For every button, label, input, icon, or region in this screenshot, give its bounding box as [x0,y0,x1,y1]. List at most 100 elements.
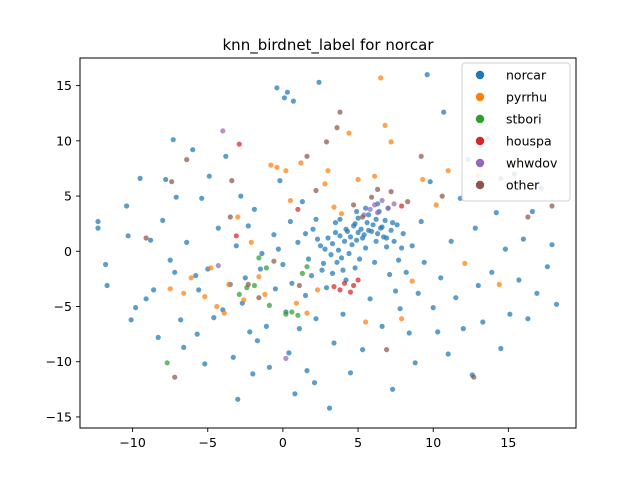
point-norcar-97 [352,265,358,271]
point-norcar-7 [133,305,139,311]
point-houspa-4 [341,280,348,286]
point-norcar-35 [230,354,236,360]
point-norcar-57 [284,89,290,95]
point-stbori-10 [299,270,305,276]
point-norcar-53 [277,178,283,184]
point-norcar-128 [399,245,405,251]
point-norcar-63 [295,239,301,245]
point-norcar-162 [525,316,531,322]
point-norcar-109 [370,222,376,228]
point-pyrrhu-6 [221,310,227,316]
point-other-21 [439,193,445,199]
point-norcar-126 [396,257,402,263]
point-pyrrhu-22 [338,211,345,217]
point-pyrrhu-9 [241,297,247,303]
point-norcar-2 [103,261,109,268]
point-other-15 [369,194,375,200]
point-norcar-156 [498,345,504,352]
point-norcar-33 [223,153,229,159]
point-pyrrhu-11 [256,274,262,280]
y-tick-label-5: 10 [56,133,72,148]
point-stbori-4 [256,255,262,261]
point-norcar-70 [310,226,316,232]
x-tick-label-1: −5 [199,435,217,450]
x-axis: −10 −5 0 5 10 15 [119,428,516,450]
x-tick-label-4: 10 [425,435,441,450]
point-other-19 [405,199,411,205]
point-other-26 [334,125,340,131]
point-pyrrhu-37 [382,122,388,128]
point-norcar-43 [250,371,256,377]
y-axis: −15 −10 −5 0 5 10 15 [46,78,80,424]
point-pyrrhu-15 [283,168,289,174]
point-houspa-0 [236,141,242,147]
legend-marker-norcar [475,70,485,80]
point-norcar-142 [441,109,447,115]
point-norcar-154 [489,269,495,275]
point-whwdov-0 [220,128,226,134]
point-norcar-101 [358,226,364,232]
point-norcar-134 [415,290,421,296]
point-pyrrhu-29 [399,316,405,322]
point-norcar-15 [167,257,173,263]
point-pyrrhu-18 [304,310,310,316]
legend-label-other: other [506,178,540,193]
point-pyrrhu-16 [287,197,293,204]
point-norcar-72 [313,316,319,322]
point-norcar-112 [375,231,381,237]
point-norcar-19 [178,317,184,323]
point-pyrrhu-20 [322,181,328,187]
point-whwdov-7 [379,197,385,204]
point-norcar-50 [271,232,277,238]
point-norcar-61 [290,98,296,104]
point-norcar-115 [379,323,385,329]
point-norcar-111 [373,216,379,222]
point-houspa-5 [347,289,354,295]
point-norcar-181 [363,205,369,211]
point-norcar-171 [352,221,358,227]
point-norcar-161 [520,236,527,242]
y-tick-label-1: −10 [46,354,72,369]
point-norcar-73 [314,236,321,242]
point-pyrrhu-19 [314,287,321,293]
point-norcar-47 [259,250,265,257]
point-other-25 [549,203,555,209]
point-whwdov-1 [215,263,221,269]
point-norcar-106 [366,212,372,218]
point-norcar-124 [393,288,399,294]
point-norcar-79 [325,235,331,241]
point-norcar-86 [335,247,342,253]
point-norcar-145 [453,295,459,301]
point-norcar-55 [281,95,287,101]
point-norcar-118 [384,244,390,250]
point-whwdov-6 [375,210,381,216]
point-norcar-172 [360,235,366,241]
point-pyrrhu-17 [298,160,304,166]
point-stbori-7 [283,311,289,317]
point-norcar-90 [341,238,348,244]
point-norcar-84 [332,220,339,226]
point-norcar-82 [329,241,336,247]
point-norcar-129 [400,231,406,237]
point-norcar-18 [173,194,179,200]
point-norcar-150 [472,225,478,231]
point-norcar-144 [448,238,454,244]
point-norcar-9 [143,296,149,302]
point-norcar-157 [502,246,508,252]
point-other-6 [256,295,262,301]
point-norcar-21 [184,239,190,245]
point-norcar-85 [334,259,340,265]
point-norcar-180 [390,220,396,226]
point-other-8 [296,282,302,289]
point-norcar-29 [206,173,212,179]
point-norcar-105 [364,220,370,226]
point-norcar-107 [367,296,373,302]
point-norcar-168 [553,301,560,307]
point-norcar-24 [194,331,200,337]
point-norcar-147 [460,326,466,332]
point-pyrrhu-32 [433,202,439,208]
point-norcar-102 [360,347,366,353]
point-norcar-88 [338,255,345,261]
point-norcar-164 [534,290,540,296]
point-houspa-9 [399,203,405,209]
